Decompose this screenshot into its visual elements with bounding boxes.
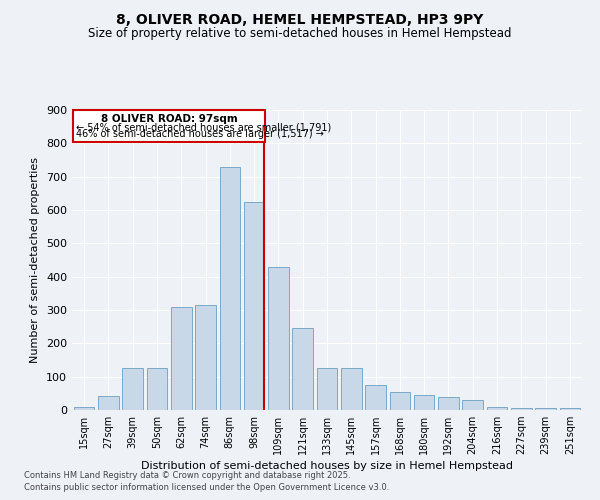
Bar	[389, 392, 410, 410]
Bar	[74, 406, 94, 410]
Bar	[463, 400, 483, 410]
Bar	[98, 396, 119, 410]
Bar	[511, 408, 532, 410]
Bar	[171, 306, 191, 410]
Text: 8, OLIVER ROAD, HEMEL HEMPSTEAD, HP3 9PY: 8, OLIVER ROAD, HEMEL HEMPSTEAD, HP3 9PY	[116, 12, 484, 26]
Bar	[268, 266, 289, 410]
Bar	[244, 202, 265, 410]
Bar	[195, 305, 216, 410]
Bar	[292, 328, 313, 410]
Bar	[414, 395, 434, 410]
Bar	[535, 408, 556, 410]
X-axis label: Distribution of semi-detached houses by size in Hemel Hempstead: Distribution of semi-detached houses by …	[141, 462, 513, 471]
Bar	[146, 368, 167, 410]
Text: Contains public sector information licensed under the Open Government Licence v3: Contains public sector information licen…	[24, 484, 389, 492]
Bar	[487, 406, 508, 410]
Bar	[365, 385, 386, 410]
Bar	[220, 166, 240, 410]
Bar	[341, 368, 362, 410]
Text: 8 OLIVER ROAD: 97sqm: 8 OLIVER ROAD: 97sqm	[101, 114, 238, 124]
Bar	[317, 368, 337, 410]
Bar	[560, 408, 580, 410]
Y-axis label: Number of semi-detached properties: Number of semi-detached properties	[31, 157, 40, 363]
Bar	[438, 396, 459, 410]
Bar	[122, 368, 143, 410]
FancyBboxPatch shape	[73, 110, 265, 142]
Text: Size of property relative to semi-detached houses in Hemel Hempstead: Size of property relative to semi-detach…	[88, 28, 512, 40]
Text: ← 54% of semi-detached houses are smaller (1,791): ← 54% of semi-detached houses are smalle…	[76, 122, 331, 132]
Text: Contains HM Land Registry data © Crown copyright and database right 2025.: Contains HM Land Registry data © Crown c…	[24, 471, 350, 480]
Text: 46% of semi-detached houses are larger (1,517) →: 46% of semi-detached houses are larger (…	[76, 130, 323, 140]
